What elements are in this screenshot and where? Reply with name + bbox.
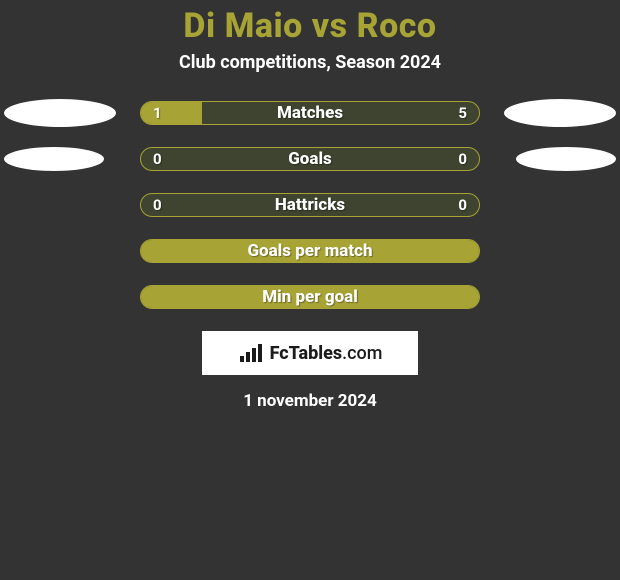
- footer-date: 1 november 2024: [0, 391, 620, 411]
- stat-value-right: 5: [458, 104, 467, 122]
- comparison-infographic: Di Maio vs Roco Club competitions, Seaso…: [0, 0, 620, 580]
- stat-label: Hattricks: [141, 195, 479, 215]
- stat-row-goals: 0 Goals 0: [0, 147, 620, 171]
- player-right-ellipse: [516, 147, 616, 171]
- stat-value-right: 0: [458, 196, 467, 214]
- stat-bar: 0 Hattricks 0: [140, 193, 480, 217]
- stat-bar: Min per goal: [140, 285, 480, 309]
- brand-logo-thin: .com: [342, 343, 382, 364]
- player-left-ellipse: [4, 147, 104, 171]
- stat-value-right: 0: [458, 150, 467, 168]
- stat-row-gpm: Goals per match: [0, 239, 620, 263]
- bar-chart-icon: [238, 342, 266, 364]
- stat-row-hattricks: 0 Hattricks 0: [0, 193, 620, 217]
- stat-label: Goals: [141, 149, 479, 169]
- page-title: Di Maio vs Roco: [0, 0, 620, 46]
- stat-row-matches: 1 Matches 5: [0, 101, 620, 125]
- brand-logo: FcTables.com: [202, 331, 418, 375]
- stat-bar: 1 Matches 5: [140, 101, 480, 125]
- stat-row-mpg: Min per goal: [0, 285, 620, 309]
- brand-logo-bold: FcTables: [270, 343, 343, 364]
- stat-label: Matches: [141, 103, 479, 123]
- stat-bar: 0 Goals 0: [140, 147, 480, 171]
- stat-label: Goals per match: [141, 241, 479, 261]
- stat-label: Min per goal: [141, 287, 479, 307]
- player-left-ellipse: [4, 99, 116, 127]
- brand-logo-text: FcTables.com: [270, 343, 383, 364]
- player-right-ellipse: [504, 99, 616, 127]
- stat-rows: 1 Matches 5 0 Goals 0 0 Hattricks 0: [0, 101, 620, 309]
- page-subtitle: Club competitions, Season 2024: [0, 52, 620, 73]
- stat-bar: Goals per match: [140, 239, 480, 263]
